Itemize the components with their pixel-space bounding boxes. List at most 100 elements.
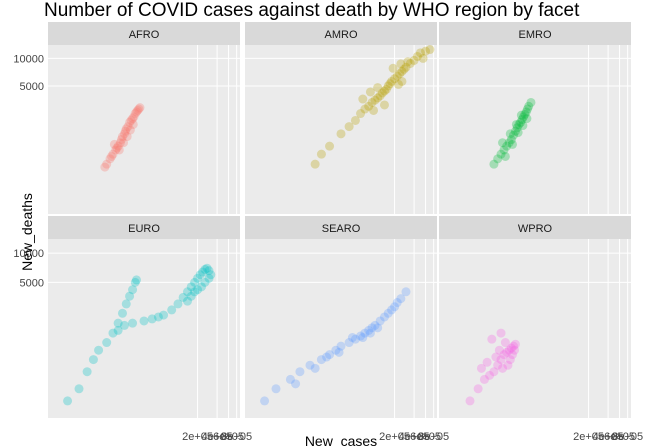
data-point (397, 76, 407, 86)
data-point (153, 312, 163, 322)
data-point (132, 107, 142, 117)
x-tick-label: 2e+05 (379, 431, 410, 443)
data-point (200, 264, 210, 274)
data-point (364, 325, 374, 335)
data-point (135, 103, 145, 113)
facet-label: EURO (128, 223, 160, 235)
data-point (134, 104, 144, 114)
data-point (125, 117, 135, 127)
data-point (128, 114, 138, 124)
facet-afro: AFRO 5000 10000 (13, 22, 240, 214)
data-point (114, 145, 124, 155)
x-axis-label: New_cases (305, 433, 377, 446)
data-point (370, 95, 380, 105)
panel-background (245, 239, 437, 418)
facet-amro: AMRO (245, 22, 437, 214)
facet-emro: EMRO (439, 22, 631, 214)
x-tick-label: 8e+05 (221, 431, 252, 443)
data-point (117, 308, 127, 318)
x-tick-label: 4e+05 (593, 431, 624, 443)
data-point (310, 363, 320, 373)
data-point (173, 299, 183, 309)
panel-background (439, 239, 631, 418)
data-point (108, 149, 118, 159)
facet-strip (245, 216, 437, 239)
data-point (511, 119, 521, 129)
data-point (526, 97, 536, 107)
facet-strip (245, 22, 437, 45)
data-point (325, 350, 335, 360)
data-point (401, 62, 411, 72)
facet-label: WPRO (518, 223, 553, 235)
data-point (316, 149, 326, 159)
data-point (509, 345, 519, 355)
data-point (465, 396, 475, 406)
data-point (113, 325, 123, 335)
data-point (109, 139, 119, 149)
data-point (504, 138, 514, 148)
data-point (521, 107, 531, 117)
data-point (129, 112, 139, 122)
data-point (356, 331, 366, 341)
data-point (344, 338, 354, 348)
facet-label: EMRO (519, 29, 552, 41)
data-point (493, 154, 503, 164)
data-point (350, 115, 360, 125)
data-point (496, 328, 506, 338)
data-point (375, 91, 385, 101)
data-point (196, 282, 206, 292)
data-point (182, 287, 192, 297)
data-point (88, 355, 98, 365)
data-point (130, 277, 140, 287)
data-point (186, 282, 196, 292)
data-point (128, 119, 138, 129)
data-point (190, 277, 200, 287)
data-point (125, 125, 135, 135)
data-point (516, 117, 526, 127)
data-point (390, 302, 400, 312)
data-point (167, 305, 177, 315)
data-point (512, 123, 522, 133)
data-point (305, 360, 315, 370)
data-point (503, 360, 513, 370)
data-point (506, 135, 516, 145)
data-point (369, 105, 379, 115)
x-tick-label: 2e+05 (182, 431, 213, 443)
y-tick-label: 10000 (13, 53, 44, 65)
data-point (128, 318, 138, 328)
data-point (514, 119, 524, 129)
data-point (178, 292, 188, 302)
data-point (159, 310, 169, 320)
panel-background (245, 45, 437, 214)
data-point (505, 129, 515, 139)
data-point (128, 285, 138, 295)
data-point (125, 291, 135, 301)
data-point (107, 151, 117, 161)
data-point (130, 109, 140, 119)
data-point (126, 115, 136, 125)
data-point (94, 345, 104, 355)
data-point (310, 159, 320, 169)
data-point (387, 305, 397, 315)
data-point (489, 367, 499, 377)
data-point (508, 130, 518, 140)
data-point (513, 128, 523, 138)
chart-title: Number of COVID cases against death by W… (44, 0, 580, 21)
data-point (360, 328, 370, 338)
data-point (494, 345, 504, 355)
data-point (392, 298, 402, 308)
facet-strip (439, 22, 631, 45)
data-point (182, 296, 192, 306)
data-point (502, 347, 512, 357)
data-point (108, 328, 118, 338)
panel-background (48, 239, 240, 418)
data-point (367, 97, 377, 107)
data-point (519, 112, 529, 122)
data-point (485, 370, 495, 380)
data-point (193, 273, 203, 283)
data-point (344, 122, 354, 132)
data-point (524, 101, 534, 111)
data-point (405, 58, 415, 68)
